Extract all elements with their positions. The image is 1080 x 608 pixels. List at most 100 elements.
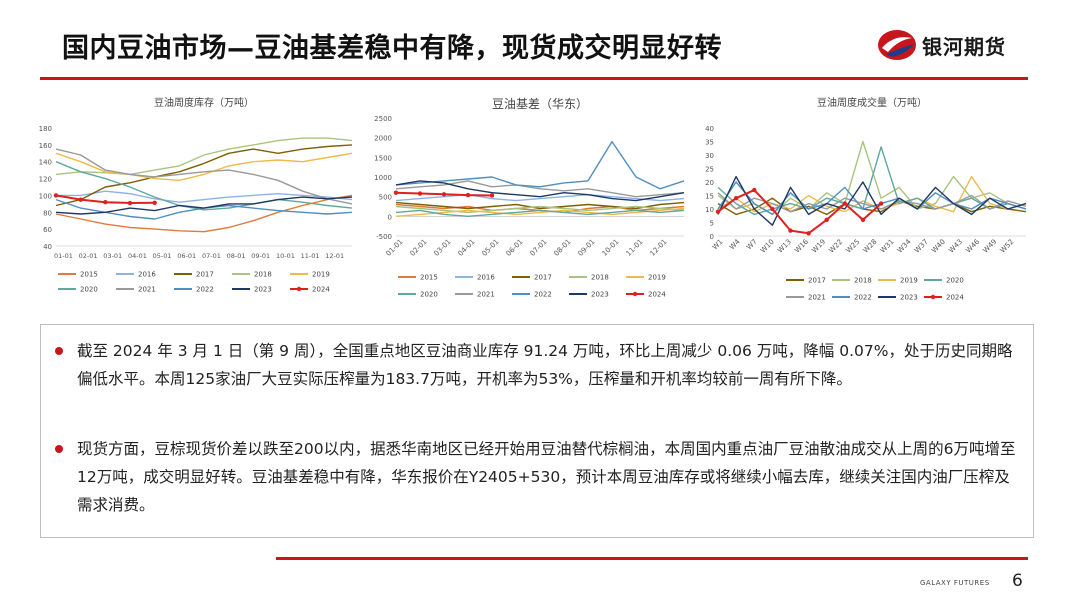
x-tick-label: 09-01 xyxy=(577,238,597,258)
x-tick-label: 10-01 xyxy=(276,252,295,260)
legend-label: 2017 xyxy=(808,277,826,285)
y-tick-label: 60 xyxy=(43,226,52,234)
series-point-2024 xyxy=(441,192,447,197)
y-tick-label: 140 xyxy=(39,159,52,167)
galaxy-logo-icon xyxy=(878,30,916,60)
legend-label: 2019 xyxy=(900,277,918,285)
series-point-2024 xyxy=(733,196,739,201)
y-tick-label: 40 xyxy=(705,125,714,133)
x-tick-label: W22 xyxy=(827,238,844,255)
x-tick-label: 11-01 xyxy=(301,252,320,260)
y-tick-label: 35 xyxy=(705,139,714,147)
legend-label: 2023 xyxy=(254,286,272,294)
x-tick-label: W16 xyxy=(793,237,810,254)
legend-label: 2019 xyxy=(312,271,330,279)
legend-label: 2020 xyxy=(80,286,98,294)
series-point-2024 xyxy=(103,199,108,205)
series-point-2024 xyxy=(489,193,495,198)
legend-label: 2022 xyxy=(854,294,872,302)
x-tick-label: 12-01 xyxy=(325,252,344,260)
y-tick-label: 100 xyxy=(39,192,52,200)
x-tick-label: 04-01 xyxy=(457,238,477,258)
y-tick-label: 80 xyxy=(43,209,52,217)
x-tick-label: 10-01 xyxy=(601,238,621,258)
series-line-2016 xyxy=(56,190,353,203)
x-tick-label: 06-01 xyxy=(177,252,196,260)
series-line-2018 xyxy=(55,137,353,176)
x-tick-label: 01-01 xyxy=(54,252,73,260)
x-tick-label: W7 xyxy=(745,238,759,252)
volume-chart: 豆油周度成交量（万吨） 0 5 10 15 20 25 30 35 40 W1 W4 W7 W10 W13 W… xyxy=(694,88,1034,313)
legend-marker xyxy=(296,286,302,292)
legend-label: 2022 xyxy=(534,291,552,299)
series-point-2024 xyxy=(465,192,471,198)
series-line-2015 xyxy=(55,194,353,233)
x-tick-label: 07-01 xyxy=(202,252,221,260)
x-tick-label: 03-01 xyxy=(433,238,453,258)
series-line-2021 xyxy=(55,148,353,205)
bullet-item: 截至 2024 年 3 月 1 日（第 9 周），全国重点地区豆油商业库存 91… xyxy=(55,337,1019,393)
legend-label: 2024 xyxy=(312,286,330,294)
basis-chart: 豆油基差（华东） -500 0 500 1000 1500 2000 2500 01-01 02-… xyxy=(362,88,692,313)
series-point-2024 xyxy=(788,228,793,233)
x-tick-label: W19 xyxy=(810,238,827,255)
logo: 银河期货 xyxy=(876,28,1006,62)
legend-label: 2018 xyxy=(591,274,609,282)
y-tick-label: 160 xyxy=(39,142,52,150)
x-tick-label: W25 xyxy=(845,238,862,255)
x-tick-label: 12-01 xyxy=(649,238,669,258)
series-line-2022 xyxy=(395,140,685,190)
chart-title: 豆油周度库存（万吨） xyxy=(154,96,254,109)
legend-label: 2022 xyxy=(196,286,214,294)
y-tick-label: 10 xyxy=(705,206,714,214)
slide-title: 国内豆油市场—豆油基差稳中有降，现货成交明显好转 xyxy=(62,33,722,64)
y-tick-label: 1000 xyxy=(374,174,392,182)
series-line-2023 xyxy=(55,196,353,215)
y-tick-label: 0 xyxy=(710,233,714,241)
legend-label: 2023 xyxy=(900,294,918,302)
y-tick-label: 30 xyxy=(705,152,714,160)
series-point-2024 xyxy=(752,187,757,193)
series-point-2024 xyxy=(152,200,157,206)
legend-label: 2015 xyxy=(420,274,438,282)
legend-label: 2015 xyxy=(80,271,98,279)
series-line-2023 xyxy=(717,175,1027,226)
x-tick-label: W43 xyxy=(947,238,964,255)
y-tick-label: 1500 xyxy=(374,154,392,162)
chart-title: 豆油周度成交量（万吨） xyxy=(817,96,927,109)
x-tick-label: W28 xyxy=(862,238,879,255)
series-point-2024 xyxy=(878,201,884,206)
x-tick-label: W34 xyxy=(896,237,913,254)
series-point-2024 xyxy=(842,201,848,206)
y-tick-label: 20 xyxy=(705,179,714,187)
series-line-2017 xyxy=(395,201,685,210)
series-line-2023 xyxy=(395,180,685,202)
series-point-2024 xyxy=(715,209,721,214)
x-tick-label: W52 xyxy=(999,238,1016,255)
x-tick-label: 08-01 xyxy=(227,252,246,260)
legend-label: 2016 xyxy=(138,271,156,279)
legend-label: 2021 xyxy=(477,291,495,299)
bullet-item: 现货方面，豆棕现货价差以跌至200以内，据悉华南地区已经开始用豆油替代棕榈油，本… xyxy=(55,435,1019,519)
y-tick-label: 15 xyxy=(705,193,714,201)
series-line-2024 xyxy=(717,189,882,235)
legend-label: 2020 xyxy=(420,291,438,299)
x-tick-label: 05-01 xyxy=(153,252,172,260)
header-rule xyxy=(40,77,1028,80)
series-point-2024 xyxy=(770,206,775,212)
legend-marker xyxy=(632,291,638,297)
x-tick-label: W49 xyxy=(981,238,998,255)
series-point-2024 xyxy=(127,200,133,206)
legend-label: 2018 xyxy=(254,271,272,279)
y-tick-label: -500 xyxy=(376,233,392,241)
x-tick-label: W13 xyxy=(776,238,793,255)
legend-label: 2019 xyxy=(648,274,666,282)
bullet-text: 截至 2024 年 3 月 1 日（第 9 周），全国重点地区豆油商业库存 91… xyxy=(77,342,1013,388)
footer-text: GALAXY FUTURES xyxy=(920,579,990,587)
y-tick-label: 25 xyxy=(705,166,714,174)
y-tick-label: 500 xyxy=(379,194,392,202)
series-line-2020 xyxy=(55,161,353,211)
x-tick-label: 03-01 xyxy=(103,252,122,260)
series-point-2024 xyxy=(393,190,399,195)
x-tick-label: W10 xyxy=(759,238,776,255)
